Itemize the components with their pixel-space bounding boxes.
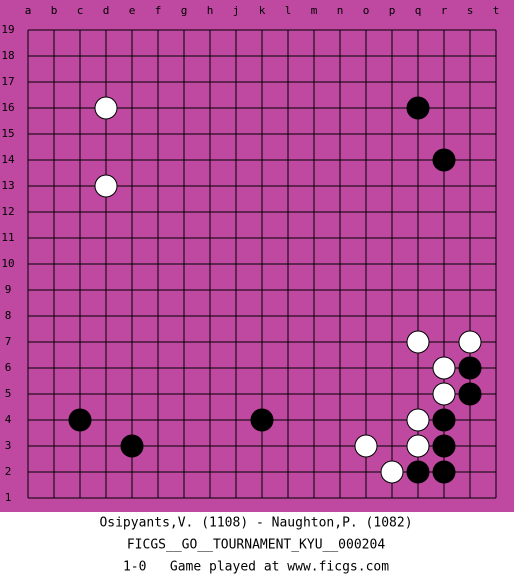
row-label: 18 (1, 49, 14, 62)
row-label: 10 (1, 257, 14, 270)
row-label: 6 (5, 361, 12, 374)
stone (432, 382, 456, 406)
row-label: 17 (1, 75, 14, 88)
row-label: 2 (5, 465, 12, 478)
stone (406, 96, 430, 120)
column-label: t (493, 4, 500, 17)
stone (406, 460, 430, 484)
column-label: h (207, 4, 214, 17)
column-label: b (51, 4, 58, 17)
row-label: 15 (1, 127, 14, 140)
column-label: s (467, 4, 474, 17)
stone (458, 330, 482, 354)
row-label: 13 (1, 179, 14, 192)
column-label: l (285, 4, 292, 17)
row-label: 14 (1, 153, 15, 166)
column-label: a (25, 4, 32, 17)
stone (120, 434, 144, 458)
stone (458, 382, 482, 406)
row-label: 16 (1, 101, 14, 114)
stone (432, 434, 456, 458)
column-label: o (363, 4, 370, 17)
caption-line: Osipyants,V. (1108) - Naughton,P. (1082) (99, 516, 412, 531)
row-label: 9 (5, 283, 12, 296)
row-label: 11 (1, 231, 14, 244)
row-label: 7 (5, 335, 12, 348)
column-label: c (77, 4, 84, 17)
stone (380, 460, 404, 484)
column-label: q (415, 4, 422, 17)
row-label: 5 (5, 387, 12, 400)
stone (406, 330, 430, 354)
stone (432, 408, 456, 432)
column-label: k (259, 4, 266, 17)
column-label: r (441, 4, 448, 17)
stone (432, 148, 456, 172)
column-label: f (155, 4, 162, 17)
row-label: 1 (5, 491, 12, 504)
stone (432, 460, 456, 484)
column-label: d (103, 4, 110, 17)
stone (68, 408, 92, 432)
row-label: 12 (1, 205, 14, 218)
row-label: 4 (5, 413, 12, 426)
caption-line: FICGS__GO__TOURNAMENT_KYU__000204 (127, 538, 385, 553)
column-label: j (233, 4, 240, 17)
stone (354, 434, 378, 458)
column-label: n (337, 4, 344, 17)
stone (250, 408, 274, 432)
column-label: m (311, 4, 318, 17)
stone (458, 356, 482, 380)
row-label: 8 (5, 309, 12, 322)
caption-line: 1-0 Game played at www.ficgs.com (123, 560, 389, 575)
stone (432, 356, 456, 380)
board-background (0, 0, 514, 512)
stone (94, 96, 118, 120)
row-label: 3 (5, 439, 12, 452)
column-label: g (181, 4, 188, 17)
stone (94, 174, 118, 198)
stone (406, 408, 430, 432)
column-label: e (129, 4, 136, 17)
column-label: p (389, 4, 396, 17)
stone (406, 434, 430, 458)
row-label: 19 (1, 23, 14, 36)
